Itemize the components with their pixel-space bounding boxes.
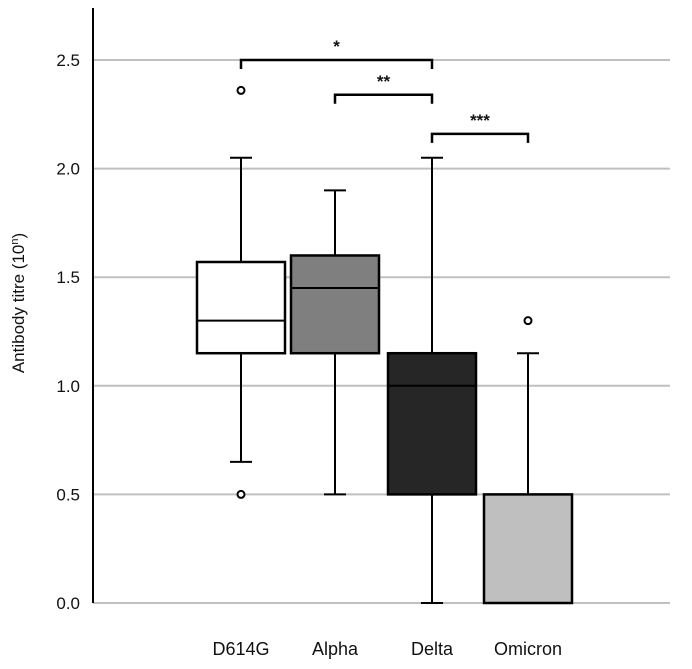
significance-label: *	[333, 37, 340, 56]
significance-bracket: *	[239, 37, 434, 69]
x-category-label: Alpha	[312, 639, 359, 659]
box-alpha	[289, 189, 381, 496]
y-tick-label: 0.5	[56, 485, 80, 504]
y-tick-label: 0.0	[56, 594, 80, 613]
y-tick-label: 1.0	[56, 377, 80, 396]
significance-label: **	[377, 72, 391, 91]
significance-bracket: ***	[430, 111, 530, 143]
box-iqr	[195, 260, 287, 355]
box-iqr	[289, 254, 381, 355]
x-category-label: Delta	[411, 639, 454, 659]
y-tick-label: 2.0	[56, 160, 80, 179]
box-iqr	[482, 493, 574, 605]
boxes	[195, 85, 574, 605]
labels: 0.0 0.5 1.0 1.5 2.0 2.5 D614G Alpha Delta Omicron	[56, 51, 562, 659]
bracket-line	[239, 58, 434, 69]
bracket-line	[430, 132, 530, 143]
significance-bracket: **	[333, 72, 434, 104]
x-category-label: Omicron	[494, 639, 562, 659]
box-delta	[386, 156, 478, 604]
box-d614g	[195, 85, 287, 499]
bracket-line	[333, 93, 434, 104]
y-tick-label: 1.5	[56, 268, 80, 287]
y-axis-title: Antibody titre (10n)	[9, 233, 28, 373]
outlier-point	[236, 489, 246, 499]
significance-label: ***	[470, 111, 490, 130]
x-category-label: D614G	[212, 639, 269, 659]
y-tick-label: 2.5	[56, 51, 80, 70]
outlier-point	[523, 316, 533, 326]
box-omicron	[482, 316, 574, 605]
gridlines	[93, 59, 670, 604]
significance-brackets: ******	[239, 37, 530, 143]
box-iqr	[386, 351, 478, 496]
outlier-point	[236, 85, 246, 95]
